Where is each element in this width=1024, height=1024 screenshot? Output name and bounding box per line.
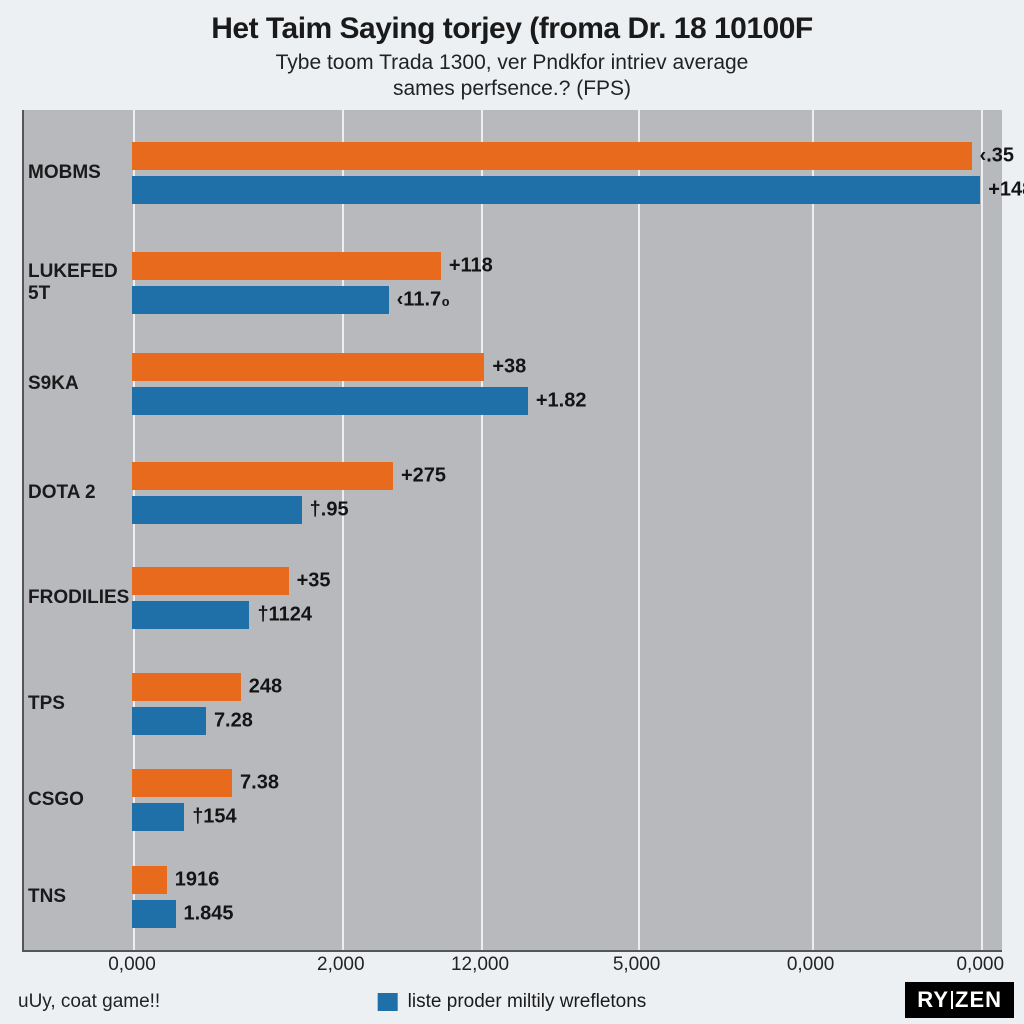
subtitle-line-1: Tybe toom Trada 1300, ver Pndkfor intrie… bbox=[276, 51, 749, 74]
blue-bar bbox=[132, 387, 528, 415]
ryzen-logo: RYZEN bbox=[905, 982, 1014, 1018]
ryzen-text-right: ZEN bbox=[955, 987, 1002, 1012]
bar-value-label: 1916 bbox=[175, 869, 220, 892]
orange-bar bbox=[132, 769, 232, 797]
x-tick-label: 0,000 bbox=[787, 954, 835, 976]
orange-bar bbox=[132, 252, 441, 280]
orange-bar bbox=[132, 353, 484, 381]
bar-value-label: †1124 bbox=[257, 604, 312, 627]
blue-bar bbox=[132, 286, 389, 314]
ryzen-divider bbox=[951, 991, 953, 1009]
bar-value-label: 7.28 bbox=[214, 709, 253, 732]
bar-value-label: +38 bbox=[492, 355, 526, 378]
bar-value-label: +1.82 bbox=[536, 389, 587, 412]
bar-value-label: 248 bbox=[249, 675, 282, 698]
category-label: FRODILIES bbox=[22, 587, 124, 609]
orange-bar bbox=[132, 462, 393, 490]
bar-value-label: 1.845 bbox=[184, 903, 234, 926]
bar-value-label: +275 bbox=[401, 465, 446, 488]
blue-bar bbox=[132, 176, 980, 204]
x-tick-label: 0,000 bbox=[956, 954, 1004, 976]
x-tick-label: 0,000 bbox=[108, 954, 156, 976]
bar-value-label: †154 bbox=[192, 806, 237, 829]
ryzen-text-left: RY bbox=[917, 987, 949, 1012]
orange-bar bbox=[132, 673, 241, 701]
category-label: TNS bbox=[22, 886, 124, 908]
blue-bar bbox=[132, 803, 184, 831]
orange-bar bbox=[132, 142, 972, 170]
chart-title: Het Taim Saying torjey (froma Dr. 18 101… bbox=[30, 12, 994, 46]
bar-value-label: ‹11.7₀ bbox=[397, 288, 451, 311]
bar-value-label: 7.38 bbox=[240, 772, 279, 795]
x-tick-label: 5,000 bbox=[613, 954, 661, 976]
title-block: Het Taim Saying torjey (froma Dr. 18 101… bbox=[0, 0, 1024, 107]
x-tick-label: 12,000 bbox=[451, 954, 509, 976]
legend-swatch bbox=[378, 993, 398, 1011]
category-label: LUKEFED 5T bbox=[22, 261, 124, 305]
bar-value-label: +148 bbox=[988, 179, 1024, 202]
bar-value-label: +118 bbox=[449, 254, 493, 277]
category-label: TPS bbox=[22, 693, 124, 715]
y-axis-labels: MOBMS LUKEFED 5T S9KA DOTA 2 FRODILIES TPS CSG… bbox=[22, 110, 130, 952]
x-axis-ticks: 0,0002,00012,0005,0000,0000,000 bbox=[132, 954, 1002, 980]
blue-bar bbox=[132, 900, 176, 928]
x-tick-label: 2,000 bbox=[317, 954, 365, 976]
blue-bar bbox=[132, 707, 206, 735]
legend-label: liste proder miltily wrefletons bbox=[408, 991, 647, 1013]
bar-value-label: ‹.35 bbox=[980, 145, 1014, 168]
category-label: MOBMS bbox=[22, 162, 124, 184]
legend: liste proder miltily wrefletons bbox=[378, 991, 647, 1013]
chart-subtitle: Tybe toom Trada 1300, ver Pndkfor intrie… bbox=[30, 50, 994, 103]
bar-value-label: +35 bbox=[297, 570, 331, 593]
orange-bar bbox=[132, 866, 167, 894]
footer-caption: uUy, coat game!! bbox=[0, 991, 160, 1013]
category-label: S9KA bbox=[22, 373, 124, 395]
category-label: CSGO bbox=[22, 789, 124, 811]
bar-value-label: †.95 bbox=[310, 499, 349, 522]
orange-bar bbox=[132, 567, 289, 595]
bars-layer: ‹.35+148+118‹11.7₀+38+1.82+275†.95+35†11… bbox=[132, 110, 1002, 952]
subtitle-line-2: sames perfsence.? (FPS) bbox=[393, 77, 631, 100]
category-label: DOTA 2 bbox=[22, 482, 124, 504]
blue-bar bbox=[132, 496, 302, 524]
blue-bar bbox=[132, 601, 249, 629]
footer: uUy, coat game!! liste proder miltily wr… bbox=[0, 980, 1024, 1024]
